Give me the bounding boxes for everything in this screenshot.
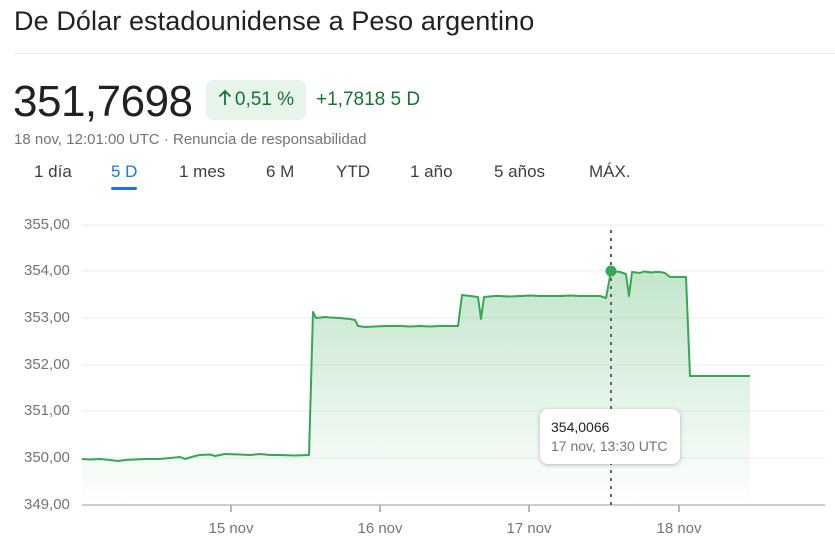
- y-tick-349: 349,00: [24, 496, 70, 513]
- y-tick-352: 352,00: [24, 356, 70, 373]
- tab-max[interactable]: MÁX.: [589, 162, 631, 181]
- tooltip-time: 17 nov, 13:30 UTC: [551, 438, 668, 454]
- absolute-change-value: +1,7818: [316, 89, 386, 110]
- chart-plot: [81, 224, 825, 512]
- percent-change-value: 0,51 %: [234, 89, 295, 110]
- arrow-up-icon: [218, 89, 232, 111]
- chart-tooltip: 354,0066 17 nov, 13:30 UTC: [540, 409, 680, 464]
- y-tick-351: 351,00: [24, 402, 70, 419]
- price-line: [81, 270, 750, 462]
- x-tick-18-nov: 18 nov: [656, 520, 702, 537]
- page-title: De Dólar estadounidense a Peso argentino: [14, 6, 535, 36]
- price-area: [82, 271, 750, 505]
- x-tick-15-nov: 15 nov: [208, 520, 254, 537]
- meta-separator: ·: [163, 131, 169, 148]
- y-tick-353: 353,00: [24, 309, 70, 326]
- tab-5-days[interactable]: 5 D: [111, 162, 138, 190]
- highlight-point: [605, 265, 617, 277]
- quote-meta: 18 nov, 12:01:00 UTC · Renuncia de respo…: [14, 131, 366, 148]
- x-tick-16-nov: 16 nov: [357, 520, 403, 537]
- quote-timestamp: 18 nov, 12:01:00 UTC: [14, 131, 160, 148]
- price-chart[interactable]: 355,00 354,00 353,00 352,00 351,00 350,0…: [0, 200, 835, 549]
- disclaimer-link[interactable]: Renuncia de responsabilidad: [173, 131, 367, 148]
- x-tick-17-nov: 17 nov: [506, 520, 552, 537]
- tab-ytd[interactable]: YTD: [336, 162, 370, 181]
- y-tick-355: 355,00: [24, 216, 70, 233]
- y-tick-354: 354,00: [24, 262, 70, 279]
- y-tick-350: 350,00: [24, 449, 70, 466]
- tab-1-year[interactable]: 1 año: [410, 162, 453, 181]
- tooltip-value: 354,0066: [551, 419, 610, 435]
- tab-5-years[interactable]: 5 años: [494, 162, 546, 181]
- current-price: 351,7698: [13, 77, 193, 126]
- tab-1-day[interactable]: 1 día: [34, 162, 72, 181]
- tab-1-month[interactable]: 1 mes: [179, 162, 226, 181]
- title-divider: [14, 53, 835, 54]
- absolute-change: +1,7818 5 D: [316, 89, 420, 111]
- change-period: 5 D: [390, 89, 421, 110]
- percent-change-badge: 0,51 %: [206, 80, 306, 120]
- x-axis-ticks: [230, 505, 680, 512]
- tab-6-months[interactable]: 6 M: [266, 162, 295, 181]
